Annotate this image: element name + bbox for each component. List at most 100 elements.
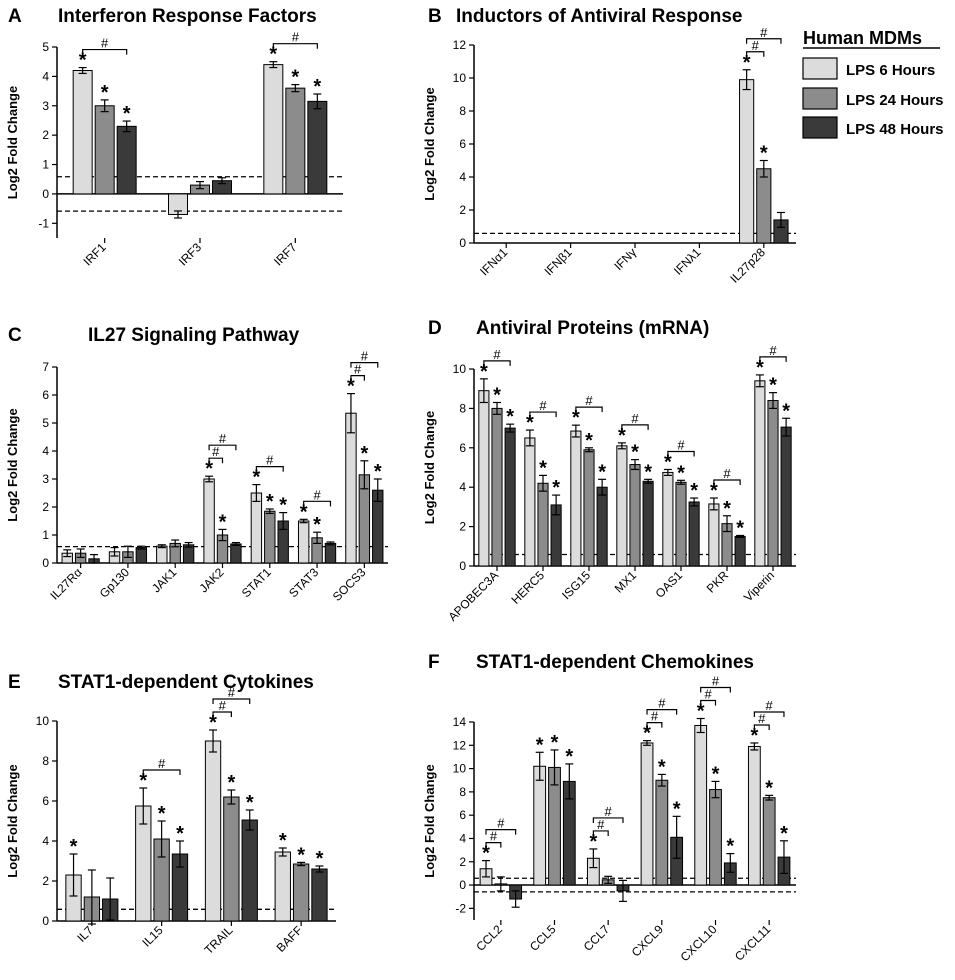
hash-marker-d: # [493,347,501,362]
y-tick-label-d: 2 [459,520,466,534]
significance-star-d: * [506,406,514,428]
y-tick-label-c: 4 [42,444,49,458]
significance-star-c: * [205,458,213,480]
y-tick-label-c: 6 [42,388,49,402]
significance-star-d: * [526,412,534,434]
hash-bracket-f [700,686,731,693]
bar-b [756,168,772,244]
y-tick-label-d: 10 [453,362,467,376]
bar-a [94,105,115,195]
x-tick-label-c: Gp130 [97,565,133,601]
hash-marker-f: # [651,709,659,724]
x-tick-label-c: SOCS3 [330,565,369,604]
bar-c [264,510,276,564]
y-tick-label-d: 8 [459,401,466,415]
bar-d [780,426,792,567]
panel-letter-a: A [8,6,22,27]
significance-star-e: * [139,770,147,792]
bar-a [72,70,93,195]
significance-star-c: * [374,461,382,483]
hash-marker-e: # [219,698,227,713]
hash-marker-d: # [539,398,547,413]
bar-e [204,740,222,922]
hash-marker-d: # [723,466,731,481]
bar-c [203,478,215,564]
significance-star-a: * [101,82,109,104]
hash-marker-c: # [266,453,274,468]
significance-star-b: * [743,52,751,74]
bar-d [616,445,628,567]
bar-c [297,520,310,564]
significance-star-c: * [266,491,274,513]
y-axis-label-c: Log2 Fold Change [5,408,20,521]
legend-swatch-48h [802,116,838,139]
bar-d [478,390,490,567]
y-tick-label-a: 1 [42,158,49,172]
y-tick-label-d: 4 [459,480,466,494]
panel-c: C IL27 Signaling Pathway Log2 Fold Change 0… [5,325,388,604]
hash-marker-c: # [354,362,362,377]
significance-star-e: * [176,823,184,845]
bar-d [708,503,720,567]
y-axis-label-a: Log2 Fold Change [5,86,20,199]
significance-star-c: * [279,495,287,517]
y-tick-label-b: 10 [453,71,467,85]
legend-title: Human MDMs [803,28,922,48]
bar-d [583,449,595,567]
significance-star-f: * [765,777,773,799]
bar-f [655,779,669,886]
panel-title-f: STAT1-dependent Chemokines [476,652,754,673]
bar-d [662,471,674,567]
hash-marker-d: # [631,411,639,426]
hash-bracket-d [759,356,787,362]
y-tick-label-b: 4 [459,170,466,184]
panel-letter-e: E [8,672,21,693]
y-tick-label-f: 14 [453,715,467,729]
hash-bracket-f [592,817,624,823]
x-tick-label-c: STAT1 [239,565,274,600]
bar-c [345,412,357,564]
x-tick-label-a: IRF7 [271,240,300,269]
panel-a: A Interferon Response Factors Log2 Fold Ch… [5,6,343,269]
significance-star-d: * [585,430,593,452]
x-tick-label-b: IFNλ1 [671,245,704,278]
significance-star-a: * [313,76,321,98]
y-tick-label-f: 12 [453,738,467,752]
hash-bracket-c [350,362,379,368]
hash-marker-f: # [658,696,666,711]
hash-bracket-f [753,711,785,717]
significance-star-e: * [209,712,217,734]
hash-bracket-f [592,830,609,836]
hash-bracket-c [350,375,365,381]
hash-bracket-b [746,38,782,44]
x-tick-label-d: APOBEC3A [445,568,501,624]
y-tick-label-e: 6 [42,794,49,808]
legend-entry-24h: LPS 24 Hours [802,87,944,110]
y-tick-label-f: 4 [459,831,466,845]
y-tick-label-d: 0 [459,559,466,573]
significance-star-e: * [246,792,254,814]
bar-d [491,407,503,567]
hash-marker-c: # [219,431,227,446]
panel-b: B Inductors of Antiviral Response Log2 Fol… [422,6,796,286]
hash-bracket-d [529,411,557,418]
y-tick-label-c: 5 [42,416,49,430]
hash-marker-d: # [677,437,685,452]
hash-bracket-d [667,450,695,457]
significance-star-d: * [631,442,639,464]
y-tick-label-f: -2 [455,901,466,915]
hash-marker-f: # [490,829,498,844]
panel-letter-c: C [8,325,22,346]
significance-star-f: * [750,725,758,747]
y-tick-label-a: 2 [42,128,49,142]
legend-label-48h: LPS 48 Hours [846,121,944,138]
significance-star-d: * [769,375,777,397]
legend-swatch-6h [802,57,838,80]
y-tick-label-e: 4 [42,834,49,848]
bar-a [285,87,306,195]
significance-star-b: * [760,143,768,165]
y-axis-label-b: Log2 Fold Change [422,87,437,200]
bar-d [688,501,700,567]
hash-marker-e: # [228,685,236,700]
